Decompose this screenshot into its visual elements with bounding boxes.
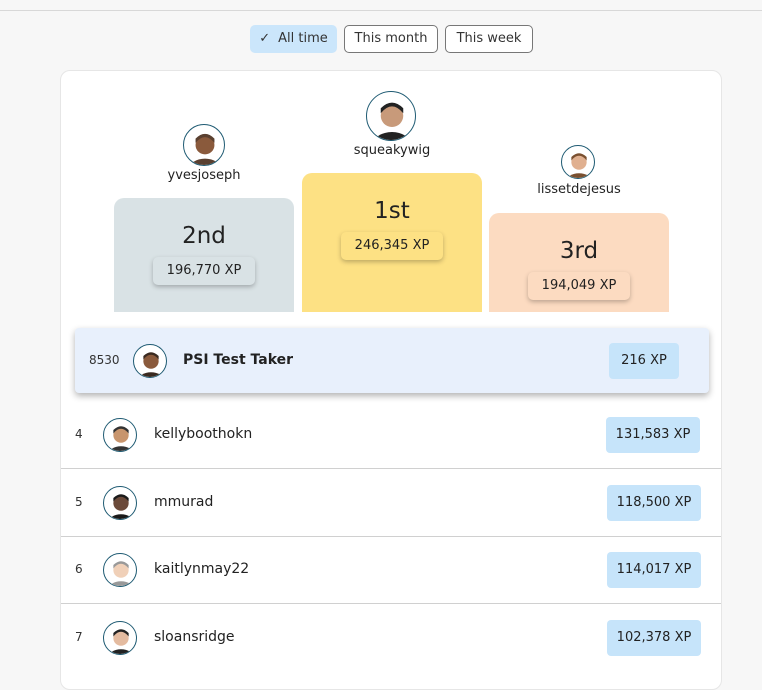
- row-xp: 114,017 XP: [607, 552, 701, 588]
- podium-box: 1st 246,345 XP: [302, 173, 482, 312]
- row-separator: [61, 603, 721, 604]
- avatar: [103, 553, 137, 587]
- filter-tab[interactable]: This week: [445, 25, 533, 53]
- avatar: [103, 485, 137, 520]
- podium-place: 2nd: [182, 223, 226, 249]
- avatar: [561, 145, 595, 179]
- avatar-icon: [109, 426, 133, 451]
- podium-place: 1st: [374, 198, 410, 224]
- row-separator: [61, 535, 721, 537]
- avatar-icon: [109, 493, 133, 519]
- row-separator: [61, 468, 721, 469]
- current-xp: 216 XP: [609, 343, 679, 379]
- row-rank: 7: [75, 629, 83, 644]
- avatar: [103, 418, 137, 452]
- current-name: PSI Test Taker: [183, 352, 294, 368]
- row-name: kellyboothokn: [154, 426, 253, 442]
- filter-tab[interactable]: ✓ All time: [250, 25, 337, 53]
- row-rank: 5: [75, 494, 83, 509]
- avatar: [183, 124, 225, 166]
- row-name: kaitlynmay22: [154, 561, 250, 577]
- row-xp: 118,500 XP: [607, 484, 701, 521]
- tab-label: This month: [354, 31, 428, 46]
- current-user-row: 8530 PSI Test Taker 216 XP: [75, 328, 709, 393]
- current-rank: 8530: [89, 353, 120, 367]
- podium-name: squeakywig: [353, 143, 431, 158]
- row-name: sloansridge: [154, 628, 235, 645]
- podium-place: 3rd: [559, 238, 599, 264]
- avatar-icon: [374, 102, 410, 140]
- avatar: [103, 620, 137, 655]
- podium-name: lissetdejesus: [537, 182, 621, 197]
- podium-xp: 246,345 XP: [340, 232, 444, 260]
- check-icon: ✓: [259, 31, 271, 46]
- row-rank: 4: [75, 427, 83, 441]
- tab-label: All time: [278, 31, 328, 46]
- podium-name: yvesjoseph: [167, 168, 241, 183]
- row-xp: 102,378 XP: [607, 619, 701, 656]
- podium-box: 3rd 194,049 XP: [489, 213, 669, 312]
- avatar: [366, 91, 416, 141]
- tab-label: This week: [456, 31, 522, 46]
- row-xp: 131,583 XP: [606, 417, 700, 453]
- podium-box: 2nd 196,770 XP: [114, 198, 294, 312]
- leaderboard-page: ✓ All time This month This week yvesjoseph 2n…: [0, 10, 762, 690]
- avatar: [133, 344, 167, 378]
- podium-xp: 194,049 XP: [527, 272, 631, 300]
- avatar-icon: [109, 628, 133, 654]
- avatar-icon: [190, 133, 220, 165]
- row-rank: 6: [75, 562, 83, 576]
- filter-tab[interactable]: This month: [344, 25, 438, 53]
- row-name: mmurad: [154, 493, 214, 510]
- podium-xp: 196,770 XP: [152, 257, 256, 285]
- top-divider: [0, 10, 762, 11]
